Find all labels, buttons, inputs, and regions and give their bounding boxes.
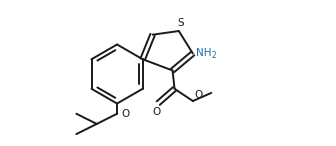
Text: NH: NH: [196, 48, 211, 58]
Text: O: O: [194, 90, 202, 100]
Text: 2: 2: [211, 51, 216, 60]
Text: O: O: [152, 107, 160, 117]
Text: S: S: [177, 18, 184, 28]
Text: O: O: [121, 109, 129, 119]
